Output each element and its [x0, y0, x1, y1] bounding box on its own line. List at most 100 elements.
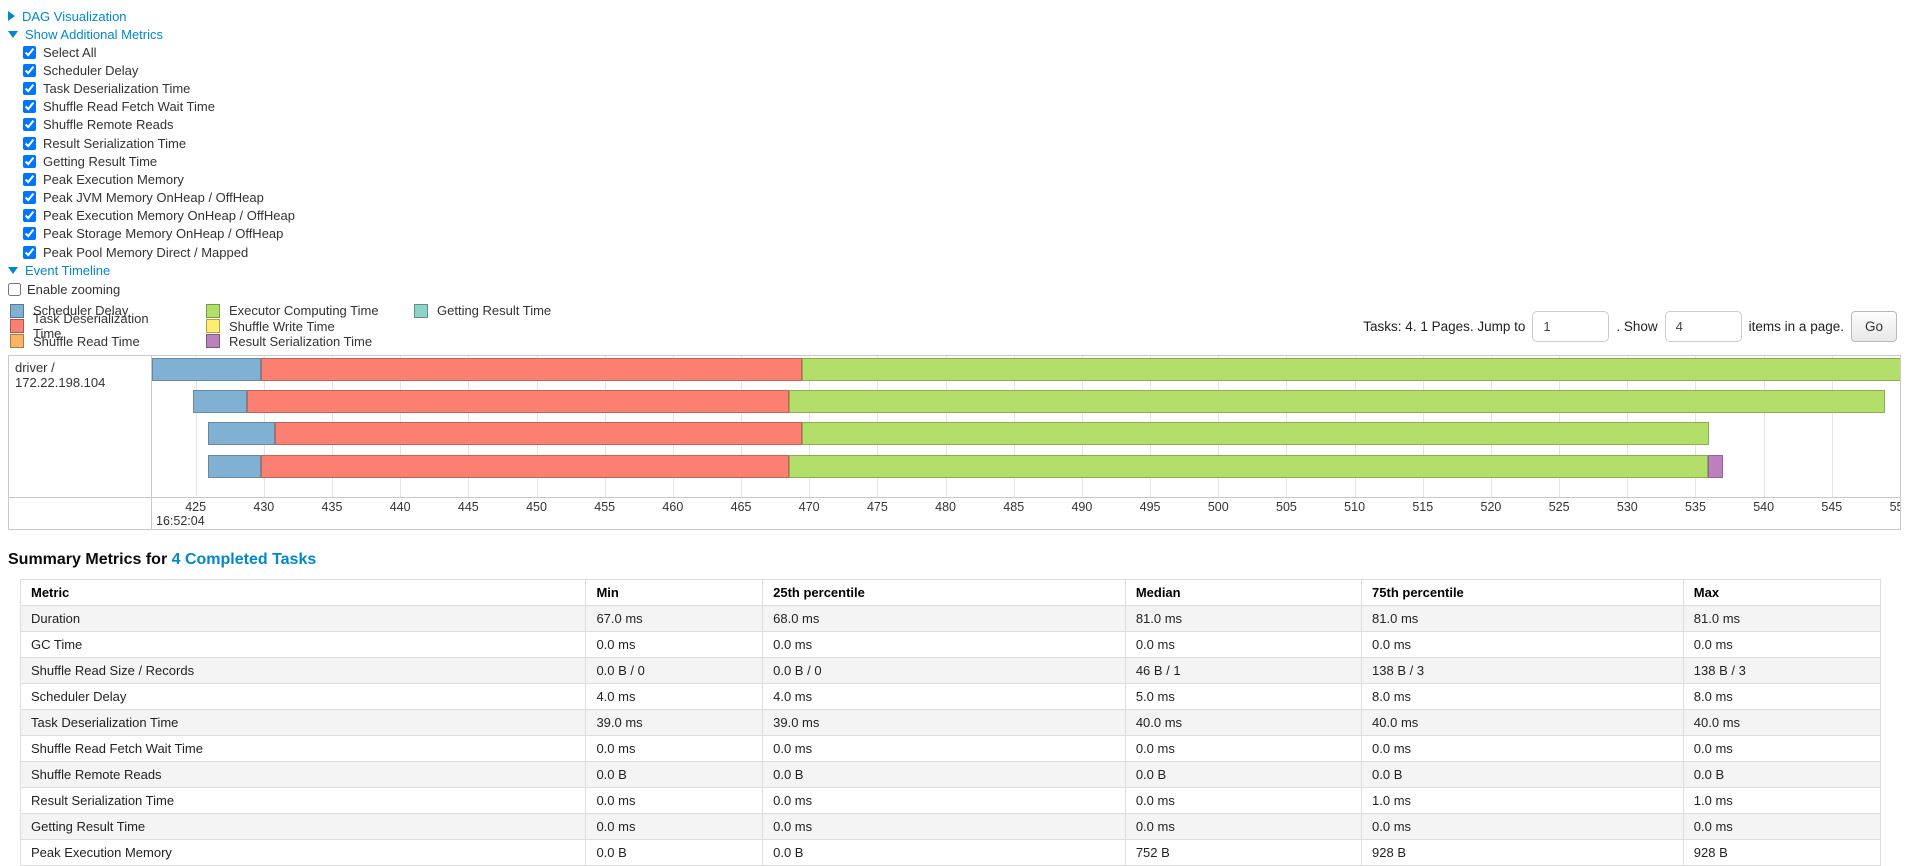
table-row: Result Serialization Time 0.0 ms 0.0 ms 0.0… [19, 787, 1882, 815]
metric-checkbox-label: Peak Storage Memory OnHeap / OffHeap [43, 226, 284, 242]
metric-checkbox[interactable] [23, 118, 36, 132]
timeline-bar-segment-executor_computing[interactable] [788, 389, 1885, 413]
metric-name-cell: Peak Execution Memory [19, 839, 587, 866]
metric-value-cell: 0.0 ms [1682, 631, 1882, 659]
metric-value-cell: 0.0 ms [1682, 813, 1882, 841]
go-button[interactable]: Go [1850, 310, 1897, 342]
dag-visualization-label: DAG Visualization [22, 8, 127, 24]
event-timeline-toggle[interactable]: Event Timeline [8, 261, 110, 279]
metric-checkbox-label: Peak JVM Memory OnHeap / OffHeap [43, 190, 264, 206]
items-per-page-input[interactable] [1664, 310, 1742, 342]
legend-item: Getting Result Time [414, 303, 551, 318]
axis-tick-area: 16:52:04 425 430 435 440 445 450 455 460 465 470 4… [152, 498, 1900, 529]
timeline-bar-segment-scheduler_delay[interactable] [207, 422, 275, 446]
jump-to-page-input[interactable] [1532, 310, 1610, 342]
metric-checkbox[interactable] [23, 191, 36, 205]
show-additional-metrics-toggle[interactable]: Show Additional Metrics [8, 25, 163, 43]
metric-checkbox[interactable] [23, 45, 36, 59]
metric-checkbox[interactable] [23, 154, 36, 168]
timeline-bar-segment-executor_computing[interactable] [802, 422, 1710, 446]
metric-checkbox-item[interactable]: Peak Storage Memory OnHeap / OffHeap [23, 225, 1899, 243]
metric-checkbox-label: Scheduler Delay [43, 62, 139, 78]
timeline-bar-segment-result_serialization[interactable] [1707, 454, 1723, 478]
metric-checkbox[interactable] [23, 172, 36, 186]
table-row: Task Deserialization Time 39.0 ms 39.0 ms 4… [19, 709, 1882, 737]
legend-label: Getting Result Time [437, 303, 552, 319]
timeline-bar-segment-scheduler_delay[interactable] [152, 357, 262, 381]
metric-checkbox[interactable] [23, 136, 36, 150]
metric-name-cell: Task Deserialization Time [19, 709, 587, 737]
axis-tick-label: 475 [866, 500, 888, 515]
axis-tick-label: 540 [1753, 500, 1775, 515]
metric-checkbox-label: Select All [43, 44, 97, 60]
pagination-suffix: items in a page. [1748, 318, 1844, 334]
metric-checkbox[interactable] [23, 100, 36, 114]
dag-visualization-toggle[interactable]: DAG Visualization [8, 7, 127, 25]
enable-zooming-row[interactable]: Enable zooming [8, 280, 1899, 298]
timeline-bar-segment-executor_computing[interactable] [802, 357, 1900, 381]
table-row: Duration 67.0 ms 68.0 ms 81.0 ms 81.0 ms 81.0… [19, 605, 1882, 633]
metric-checkbox[interactable] [23, 81, 36, 95]
table-column-header: Min [585, 579, 764, 607]
timeline-axis: 16:52:04 425 430 435 440 445 450 455 460 465 470 4… [9, 497, 1900, 530]
metric-value-cell: 0.0 ms [762, 787, 1126, 815]
axis-start-time-label: 16:52:04 [156, 514, 205, 529]
legend-swatch-icon [206, 303, 220, 318]
timeline-bar-segment-task_deserialization[interactable] [261, 357, 803, 381]
table-column-header: 25th percentile [762, 579, 1126, 607]
completed-tasks-link[interactable]: 4 Completed Tasks [171, 551, 317, 569]
timeline-bar-segment-scheduler_delay[interactable] [192, 389, 248, 413]
legend-pagination-bar: Scheduler Delay Task Deserialization Time… [0, 298, 1907, 353]
axis-gridline [1831, 356, 1833, 498]
legend-label: Shuffle Read Time [33, 333, 140, 349]
metric-checkbox-item[interactable]: Peak Execution Memory OnHeap / OffHeap [23, 207, 1899, 225]
metric-checkbox[interactable] [23, 209, 36, 223]
metric-value-cell: 0.0 ms [1361, 631, 1684, 659]
metric-value-cell: 928 B [1361, 839, 1684, 866]
legend-item: Shuffle Write Time [206, 319, 388, 334]
timeline-bar-segment-executor_computing[interactable] [788, 454, 1708, 478]
metric-checkbox-label: Peak Execution Memory [43, 171, 184, 187]
timeline-bar-segment-task_deserialization[interactable] [261, 454, 789, 478]
axis-tick-label: 435 [321, 500, 343, 515]
enable-zooming-checkbox[interactable] [8, 282, 21, 296]
metric-value-cell: 928 B [1682, 839, 1882, 866]
metric-checkbox-item[interactable]: Shuffle Read Fetch Wait Time [23, 98, 1899, 116]
metric-name-cell: Shuffle Read Size / Records [19, 657, 587, 685]
table-row: Shuffle Read Size / Records 0.0 B / 0 0.0 … [19, 657, 1882, 685]
metric-value-cell: 81.0 ms [1124, 605, 1363, 633]
axis-spacer [9, 498, 152, 530]
metric-value-cell: 0.0 ms [585, 735, 764, 763]
metric-checkbox-item[interactable]: Result Serialization Time [23, 134, 1899, 152]
legend-column: Getting Result Time [414, 303, 551, 349]
timeline-bar-segment-task_deserialization[interactable] [274, 422, 803, 446]
timeline-bar-segment-task_deserialization[interactable] [247, 389, 789, 413]
metric-checkbox-item[interactable]: Peak Execution Memory [23, 170, 1899, 188]
metric-checkbox[interactable] [23, 245, 36, 259]
metric-checkbox-item[interactable]: Getting Result Time [23, 152, 1899, 170]
metric-name-cell: Result Serialization Time [19, 787, 587, 815]
timeline-legend: Scheduler Delay Task Deserialization Time… [10, 303, 551, 349]
metric-checkbox[interactable] [23, 63, 36, 77]
axis-tick-label: 455 [594, 500, 616, 515]
axis-tick-label: 505 [1275, 500, 1297, 515]
metric-checkbox-item[interactable]: Scheduler Delay [23, 61, 1899, 79]
metric-checkbox-item[interactable]: Task Deserialization Time [23, 79, 1899, 97]
axis-tick-label: 460 [662, 500, 684, 515]
expanded-arrow-icon [8, 30, 18, 38]
metric-value-cell: 39.0 ms [762, 709, 1126, 737]
metric-name-cell: GC Time [19, 631, 587, 659]
metric-checkbox-item[interactable]: Select All [23, 43, 1899, 61]
axis-tick-label: 520 [1480, 500, 1502, 515]
legend-item: Result Serialization Time [206, 334, 388, 349]
metric-checkbox-list: Select All Scheduler Delay Task Deserializ… [8, 43, 1899, 261]
metric-checkbox[interactable] [23, 227, 36, 241]
axis-tick-label: 465 [730, 500, 752, 515]
metric-checkbox-item[interactable]: Peak Pool Memory Direct / Mapped [23, 243, 1899, 261]
legend-label: Executor Computing Time [229, 303, 379, 319]
metric-checkbox-item[interactable]: Peak JVM Memory OnHeap / OffHeap [23, 189, 1899, 207]
collapsed-arrow-icon [8, 11, 15, 21]
metric-value-cell: 0.0 ms [585, 787, 764, 815]
metric-checkbox-item[interactable]: Shuffle Remote Reads [23, 116, 1899, 134]
timeline-bar-segment-scheduler_delay[interactable] [207, 454, 262, 478]
